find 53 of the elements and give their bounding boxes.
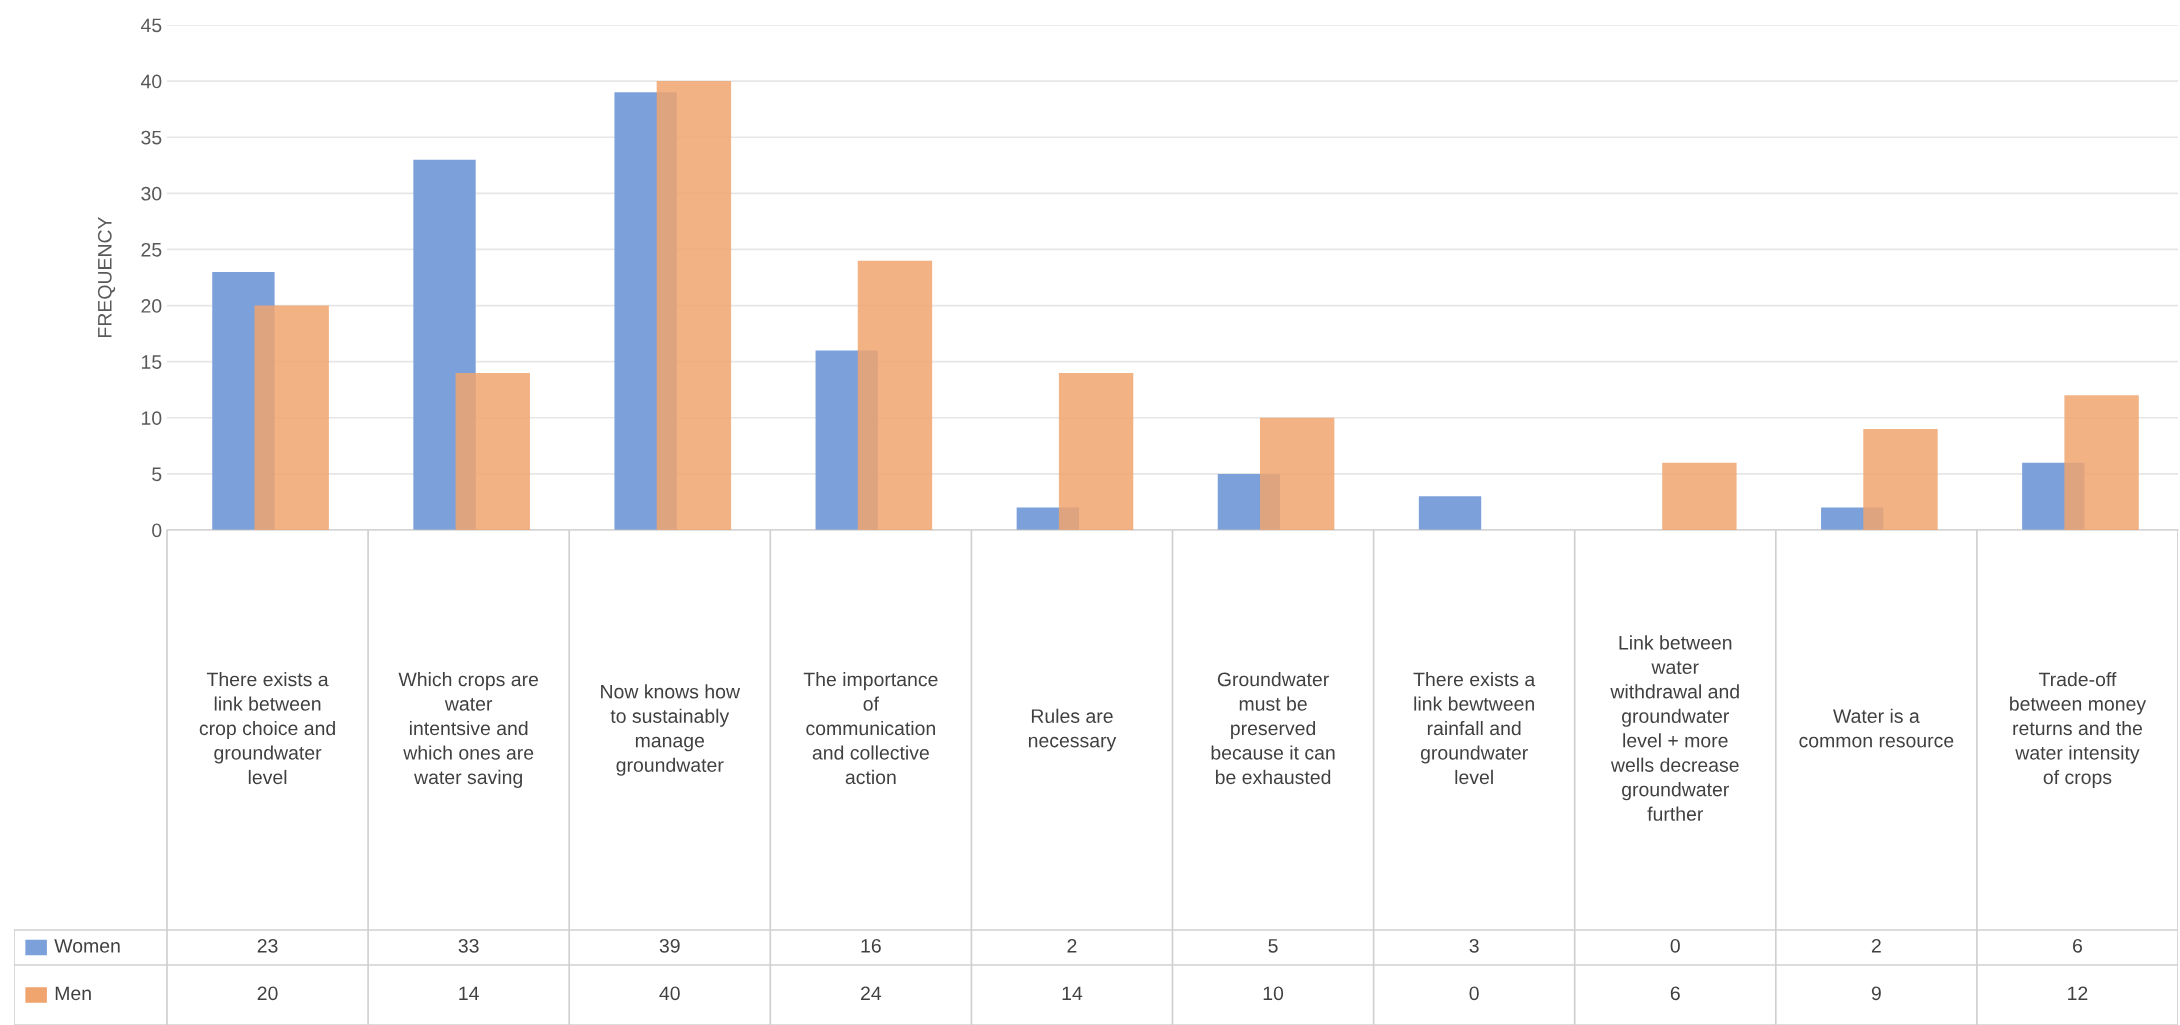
data-label: 14 (459, 986, 479, 1001)
bar (2064, 395, 2139, 530)
data-label: 10 (1263, 986, 1284, 1001)
x-tick-label: There exists a link bewtween rainfall and groundwater level (1413, 672, 1536, 785)
x-tick-label: Water is a common resource (1799, 708, 1954, 748)
data-label: 14 (1062, 986, 1083, 1001)
y-tick-label: 35 (141, 130, 162, 145)
y-axis-title: FREQUENCY (97, 216, 116, 337)
x-tick-label: There exists a link between crop choice and groundwater level (199, 672, 335, 785)
data-label: 3 (1469, 938, 1479, 953)
bar (1058, 372, 1134, 530)
data-label: 9 (1871, 986, 1881, 1001)
data-label: 2 (1067, 938, 1077, 953)
x-tick-label: Link between water withdrawal and groundwater level + more wells decrease groundwater further (1610, 635, 1739, 821)
data-label: 16 (861, 938, 881, 953)
y-tick-label: 45 (140, 18, 162, 33)
data-label: 40 (659, 986, 680, 1001)
x-tick-label: Trade-off between money returns and the water intensity of crops (2010, 672, 2147, 788)
bar (1863, 429, 1938, 530)
data-label: 23 (257, 938, 278, 953)
x-tick-label: Rules are necessary (1028, 708, 1117, 752)
data-label: 20 (257, 986, 278, 1001)
y-tick-label: 30 (141, 186, 162, 201)
data-label: 24 (861, 986, 882, 1001)
data-label: 0 (1670, 938, 1680, 953)
y-tick-label: 15 (142, 355, 162, 369)
y-tick-label: 10 (142, 411, 162, 426)
bar (1259, 417, 1335, 530)
y-tick-label: 0 (152, 523, 162, 538)
legend-label: Women (54, 939, 120, 953)
y-tick-label: 20 (141, 299, 162, 313)
legend-label: Men (55, 986, 91, 1001)
data-label: 6 (1670, 986, 1680, 1001)
x-tick-label: Groundwater must be preserved because it can be exhausted (1211, 672, 1335, 785)
data-label: 2 (1871, 938, 1881, 953)
x-tick-label: Which crops are water intentsive and which ones are water saving (398, 672, 539, 788)
bar (254, 305, 329, 530)
x-tick-label: The importance of communication and collective action (803, 672, 938, 785)
data-label: 33 (458, 938, 479, 953)
data-label: 12 (2068, 986, 2088, 1001)
x-tick-label: Now knows how to sustainably manage groundwater (601, 684, 741, 776)
data-label: 5 (1268, 939, 1278, 953)
bar (1662, 462, 1737, 530)
y-tick-label: 25 (141, 242, 162, 257)
bar (1418, 496, 1482, 530)
data-label: 6 (2073, 938, 2082, 953)
y-tick-label: 5 (152, 467, 162, 482)
y-tick-label: 40 (140, 74, 162, 89)
data-label: 39 (659, 938, 680, 953)
data-label: 0 (1469, 986, 1479, 1001)
bar (857, 260, 933, 530)
bar (656, 81, 732, 530)
bar (455, 372, 530, 530)
